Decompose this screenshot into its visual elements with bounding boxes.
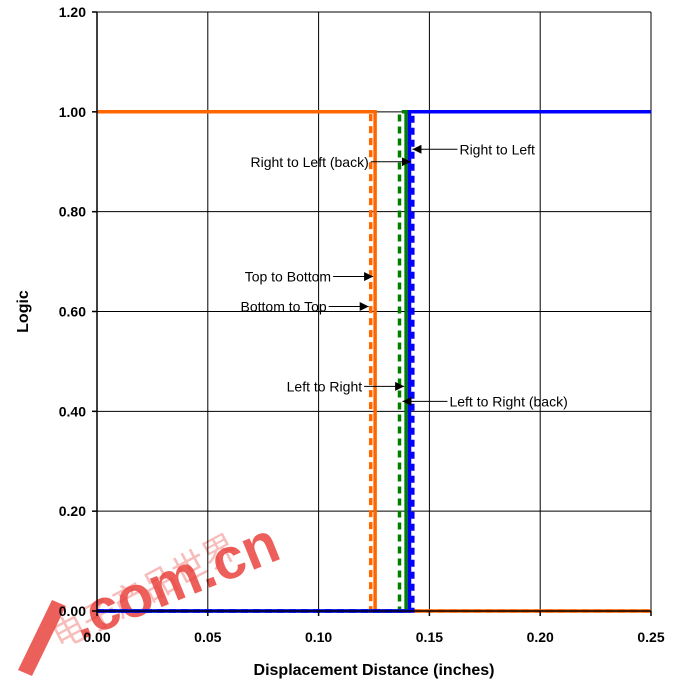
annotation: Left to Right bbox=[287, 378, 405, 394]
series-group bbox=[97, 110, 651, 613]
annotation-label: Left to Right bbox=[287, 378, 363, 394]
annotation: Top to Bottom bbox=[245, 269, 374, 285]
y-tick-label: 0.40 bbox=[59, 403, 86, 419]
annotation: Right to Left (back) bbox=[250, 154, 411, 170]
annotation-label: Left to Right (back) bbox=[449, 393, 567, 409]
annotation: Right to Left bbox=[412, 141, 535, 157]
y-tick-label: 0.60 bbox=[59, 304, 86, 320]
x-tick-label: 0.00 bbox=[83, 629, 110, 645]
x-tick-label: 0.15 bbox=[416, 629, 443, 645]
annotations: Right to Left (back) Right to Left Top to … bbox=[241, 141, 568, 409]
y-tick-label: 0.20 bbox=[59, 503, 86, 519]
x-axis-title: Displacement Distance (inches) bbox=[254, 662, 495, 679]
x-tick-label: 0.05 bbox=[194, 629, 221, 645]
tick-labels: 0.00 0.20 0.40 0.60 0.80 1.00 1.20 0.00 0.05 0.10… bbox=[59, 4, 665, 645]
x-tick-label: 0.20 bbox=[527, 629, 554, 645]
annotation: Bottom to Top bbox=[241, 299, 369, 315]
y-axis-title: Logic bbox=[15, 290, 32, 333]
x-tick-label: 0.25 bbox=[637, 629, 664, 645]
y-tick-label: 1.20 bbox=[59, 4, 86, 20]
annotation: Left to Right (back) bbox=[402, 393, 568, 409]
series-line bbox=[97, 110, 651, 613]
watermark-red-slash bbox=[18, 600, 66, 676]
watermark: 电子产品世界 .com.cn bbox=[18, 510, 288, 676]
y-tick-label: 1.00 bbox=[59, 104, 86, 120]
annotation-label: Right to Left (back) bbox=[250, 154, 368, 170]
y-tick-label: 0.80 bbox=[59, 204, 86, 220]
annotation-label: Bottom to Top bbox=[241, 299, 327, 315]
axes bbox=[92, 11, 652, 616]
annotation-label: Right to Left bbox=[459, 141, 535, 157]
y-tick-label: 0.00 bbox=[59, 603, 86, 619]
annotation-label: Top to Bottom bbox=[245, 269, 331, 285]
x-tick-label: 0.10 bbox=[305, 629, 332, 645]
